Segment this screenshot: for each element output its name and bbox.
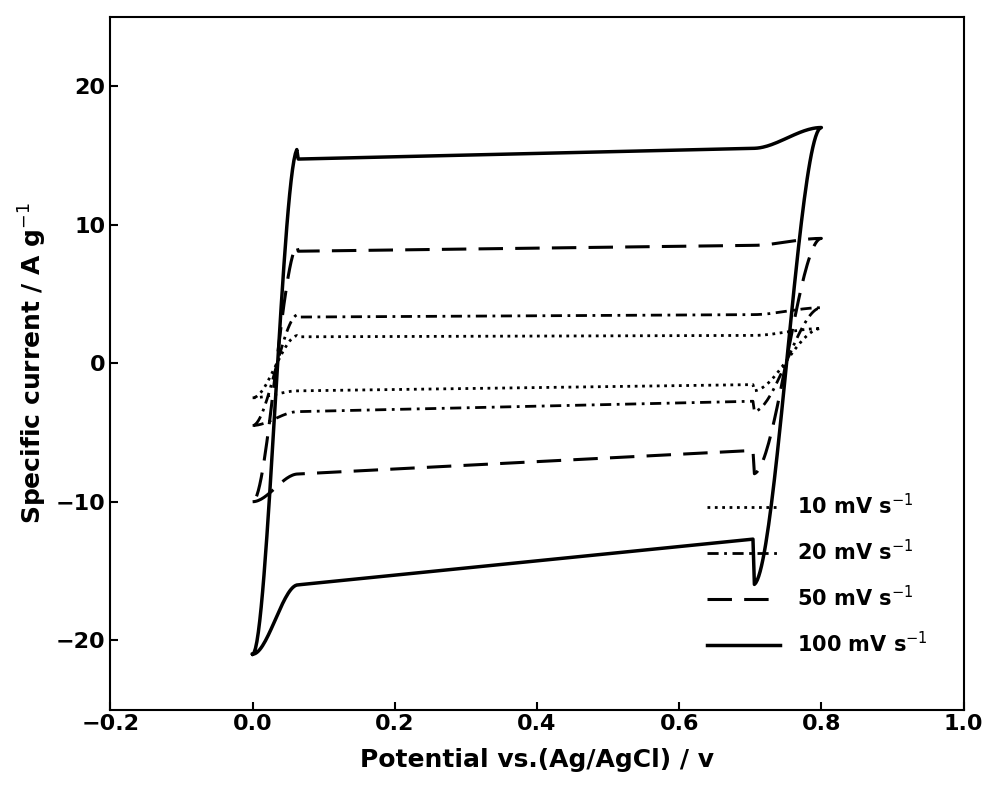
100 mV s$^{-1}$ [403,151,415,161]
Line: 20 mV s$^{-1}$: 20 mV s$^{-1}$ [253,308,821,425]
50 mV s$^{-1}$ [723,241,735,250]
10 mV s$^{-1}$ [403,331,415,341]
20 mV s$^{-1}$ [693,310,705,320]
100 mV s$^{-1}$ [723,144,735,154]
50 mV s$^{-1}$ [659,241,671,251]
10 mV s$^{-1}$ [815,323,827,333]
10 mV s$^{-1}$ [520,331,532,341]
100 mV s$^{-1}$ [815,123,827,133]
10 mV s$^{-1}$ [693,331,705,340]
50 mV s$^{-1}$ [520,244,532,253]
100 mV s$^{-1}$ [316,578,328,587]
X-axis label: Potential vs.(Ag/AgCl) / v: Potential vs.(Ag/AgCl) / v [360,748,714,772]
20 mV s$^{-1}$ [403,312,415,321]
100 mV s$^{-1}$ [520,149,532,159]
10 mV s$^{-1}$ [247,393,259,402]
20 mV s$^{-1}$ [247,421,259,430]
100 mV s$^{-1}$ [247,649,259,659]
Line: 10 mV s$^{-1}$: 10 mV s$^{-1}$ [253,328,821,398]
20 mV s$^{-1}$ [659,310,671,320]
10 mV s$^{-1}$ [316,386,328,395]
10 mV s$^{-1}$ [247,393,259,402]
Legend: 10 mV s$^{-1}$, 20 mV s$^{-1}$, 50 mV s$^{-1}$, 100 mV s$^{-1}$: 10 mV s$^{-1}$, 20 mV s$^{-1}$, 50 mV s$… [699,484,936,664]
50 mV s$^{-1}$ [247,497,259,507]
50 mV s$^{-1}$ [815,234,827,243]
20 mV s$^{-1}$ [723,310,735,320]
10 mV s$^{-1}$ [659,331,671,340]
50 mV s$^{-1}$ [316,468,328,477]
100 mV s$^{-1}$ [693,145,705,155]
50 mV s$^{-1}$ [247,497,259,507]
Line: 100 mV s$^{-1}$: 100 mV s$^{-1}$ [253,128,821,654]
20 mV s$^{-1}$ [520,311,532,320]
100 mV s$^{-1}$ [659,146,671,155]
100 mV s$^{-1}$ [247,649,259,659]
50 mV s$^{-1}$ [693,241,705,251]
10 mV s$^{-1}$ [723,331,735,340]
20 mV s$^{-1}$ [316,406,328,416]
Line: 50 mV s$^{-1}$: 50 mV s$^{-1}$ [253,238,821,502]
20 mV s$^{-1}$ [247,421,259,430]
20 mV s$^{-1}$ [815,303,827,312]
Y-axis label: Specific current / A g$^{-1}$: Specific current / A g$^{-1}$ [17,202,49,524]
50 mV s$^{-1}$ [403,245,415,255]
